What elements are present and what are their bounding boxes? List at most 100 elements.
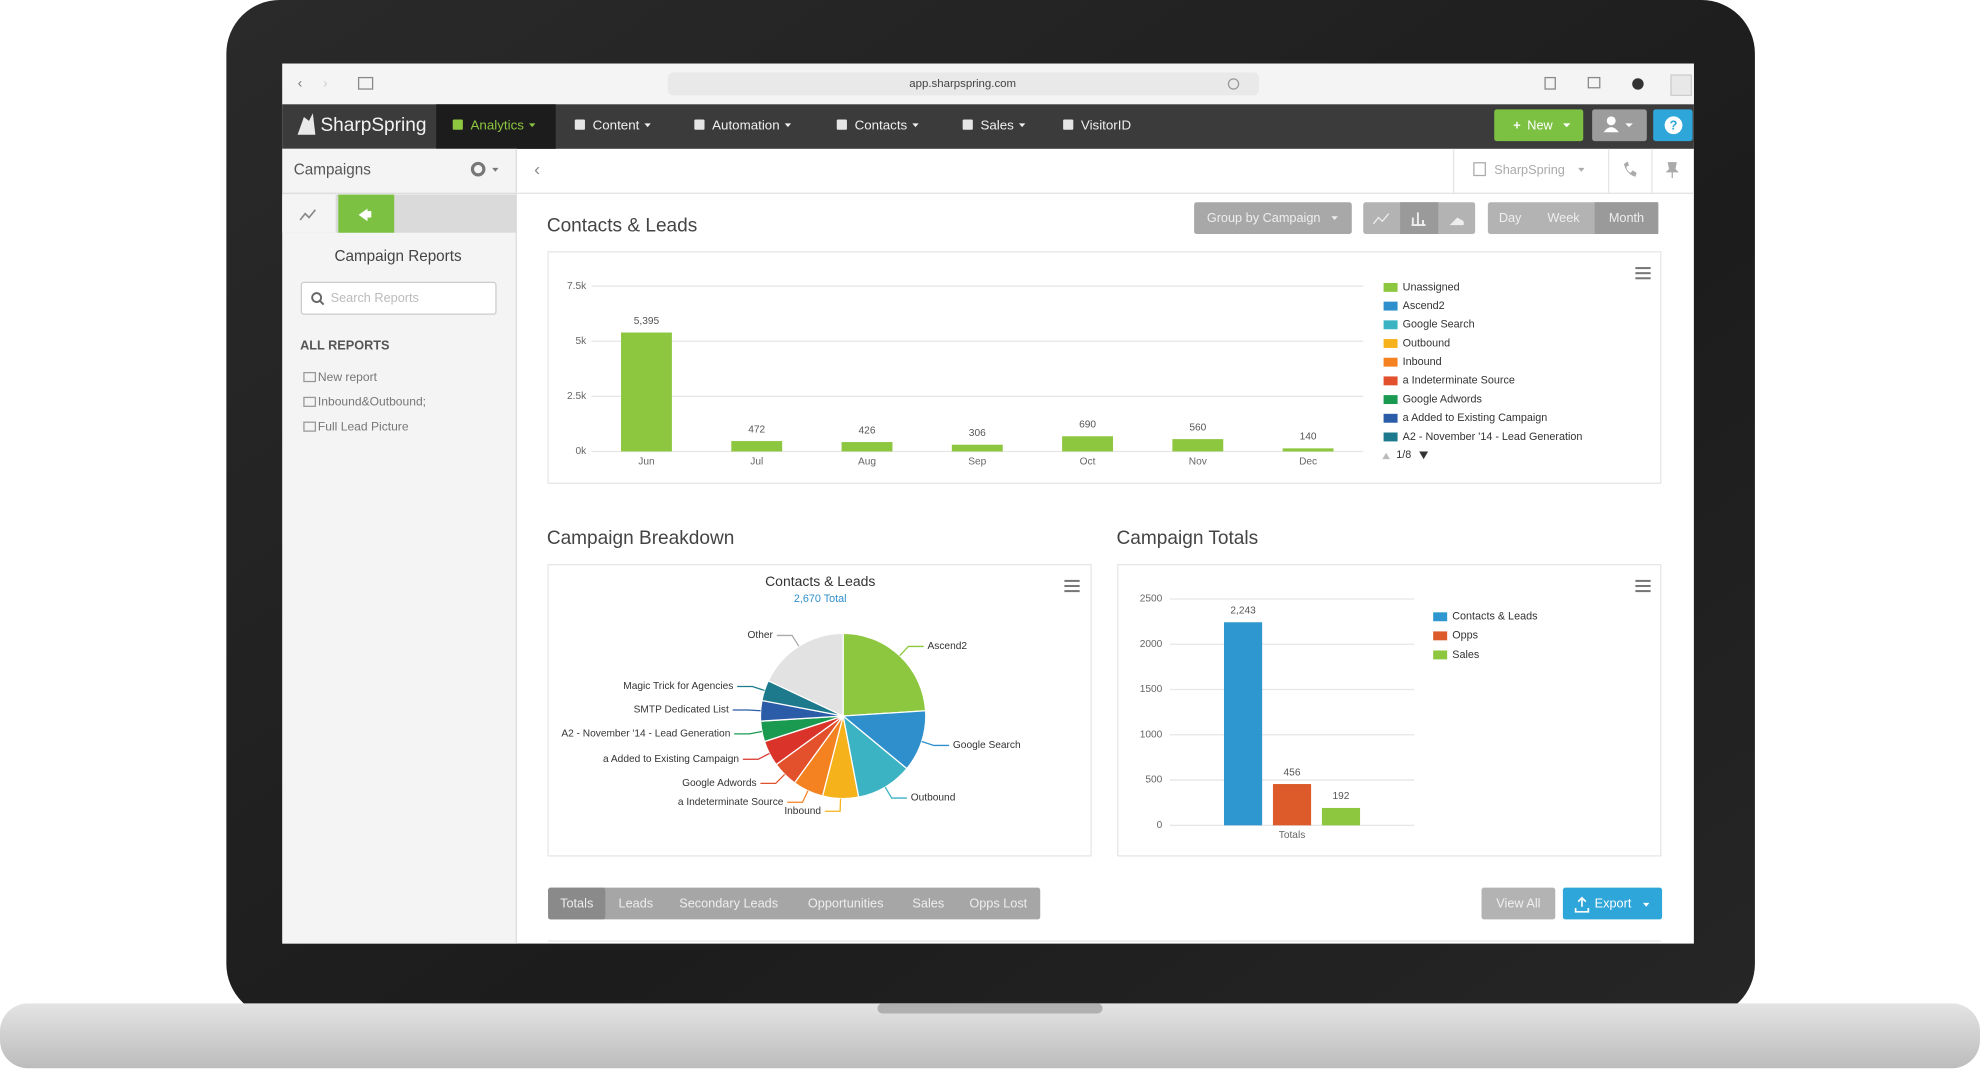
- legend-entry[interactable]: Google Adwords: [1403, 393, 1483, 405]
- address-field[interactable]: [667, 72, 1259, 96]
- legend-swatch: [1433, 650, 1448, 660]
- leader-line: [734, 730, 763, 735]
- nav-item[interactable]: Contacts: [855, 117, 908, 132]
- menu-icon[interactable]: [1635, 267, 1651, 270]
- report-tab[interactable]: Opportunities: [808, 896, 884, 911]
- legend-entry[interactable]: Inbound: [1403, 356, 1442, 368]
- report-link[interactable]: Full Lead Picture: [318, 419, 409, 433]
- leader-line: [899, 645, 924, 657]
- nav-item[interactable]: Analytics: [471, 117, 525, 132]
- x-tick-label: Oct: [1080, 456, 1096, 467]
- y-tick-label: 1500: [1140, 684, 1163, 695]
- collapse-button[interactable]: ‹: [534, 159, 540, 179]
- legend-entry[interactable]: a Indeterminate Source: [1403, 375, 1515, 387]
- caret: [644, 123, 651, 128]
- legend-swatch: [1383, 320, 1398, 330]
- report-tab[interactable]: Totals: [560, 896, 593, 911]
- phone-icon[interactable]: [1623, 161, 1637, 177]
- legend-swatch: [1383, 339, 1398, 348]
- caret: [1018, 123, 1026, 128]
- pie-label: A2 - November '14 - Lead Generation: [561, 729, 730, 740]
- analytics-tab[interactable]: [282, 194, 336, 233]
- account-icon: [1473, 162, 1486, 177]
- new-tab[interactable]: [1670, 74, 1692, 97]
- area-chart-icon[interactable]: [1449, 217, 1464, 226]
- x-tick-label: Jul: [750, 456, 763, 467]
- menu-icon[interactable]: [1064, 590, 1080, 593]
- legend-entry[interactable]: Ascend2: [1403, 300, 1445, 312]
- menu-icon[interactable]: [1635, 277, 1651, 280]
- period-button[interactable]: Day: [1499, 210, 1522, 225]
- nav-item[interactable]: VisitorID: [1081, 117, 1131, 132]
- section-heading: ALL REPORTS: [300, 337, 389, 352]
- pager-down[interactable]: [1419, 451, 1429, 460]
- user-button[interactable]: [1592, 109, 1647, 142]
- pin-icon[interactable]: [1665, 162, 1679, 179]
- report-tab[interactable]: Sales: [912, 896, 944, 911]
- chart-type-active[interactable]: [1400, 202, 1439, 235]
- pager-up[interactable]: [1382, 452, 1390, 460]
- legend-entry[interactable]: Outbound: [1403, 337, 1450, 349]
- settings-icon[interactable]: [470, 161, 486, 177]
- menu-icon[interactable]: [1635, 590, 1651, 593]
- period-button[interactable]: Week: [1547, 210, 1580, 225]
- sidebar-toggle[interactable]: [357, 76, 374, 90]
- legend-entry[interactable]: Sales: [1452, 649, 1480, 661]
- forward-button[interactable]: ›: [323, 75, 328, 91]
- report-tab[interactable]: Opps Lost: [969, 896, 1027, 911]
- tab-active-bg: [548, 887, 606, 920]
- menu-icon[interactable]: [1064, 579, 1080, 582]
- legend-entry[interactable]: Unassigned: [1403, 281, 1460, 293]
- view-all-button[interactable]: [1481, 887, 1556, 920]
- brand[interactable]: SharpSpring: [320, 115, 426, 136]
- caret: [529, 123, 536, 128]
- x-tick-label: Dec: [1299, 456, 1317, 467]
- search-box[interactable]: [300, 281, 497, 315]
- tabs-icon[interactable]: [1587, 76, 1601, 89]
- nav-item[interactable]: Sales: [980, 117, 1014, 132]
- back-button[interactable]: ‹: [298, 75, 303, 91]
- pie-slice: [842, 632, 927, 717]
- legend-entry[interactable]: Opps: [1452, 630, 1478, 642]
- caret: [1578, 167, 1585, 172]
- bar: [1223, 622, 1263, 826]
- new-button[interactable]: [1494, 109, 1584, 142]
- reload-icon[interactable]: [1227, 78, 1240, 90]
- legend-entry[interactable]: a Added to Existing Campaign: [1403, 412, 1548, 424]
- menu-icon[interactable]: [1635, 584, 1651, 588]
- period-button[interactable]: Month: [1609, 210, 1644, 225]
- legend-entry[interactable]: Contacts & Leads: [1452, 611, 1538, 623]
- export-icon: [1574, 896, 1590, 913]
- download-icon[interactable]: [1632, 78, 1644, 90]
- menu-icon[interactable]: [1635, 272, 1651, 275]
- group-by-button[interactable]: [1194, 202, 1352, 235]
- menu-icon[interactable]: [1635, 579, 1651, 582]
- pie-slice: [767, 632, 844, 717]
- new-label: New: [1527, 117, 1553, 132]
- menu-icon[interactable]: [1064, 584, 1080, 588]
- bar: [731, 441, 783, 452]
- account-name[interactable]: SharpSpring: [1494, 162, 1565, 177]
- share-icon[interactable]: [1544, 76, 1556, 90]
- report-link[interactable]: Inbound&Outbound;: [318, 395, 426, 409]
- user-icon: [1606, 116, 1616, 126]
- y-tick-label: 7.5k: [567, 281, 587, 292]
- report-link[interactable]: New report: [318, 370, 378, 384]
- leader-line: [824, 798, 842, 812]
- report-tab[interactable]: Secondary Leads: [679, 896, 778, 911]
- caret: [492, 167, 499, 172]
- export-label: Export: [1595, 896, 1632, 911]
- leader-line: [742, 752, 770, 760]
- line-chart-icon[interactable]: [1372, 213, 1390, 225]
- pie-slice: [841, 710, 927, 770]
- legend-entry[interactable]: Google Search: [1403, 319, 1475, 331]
- brand-logo: [297, 113, 316, 135]
- nav-icon: [694, 119, 705, 130]
- nav-item[interactable]: Content: [593, 117, 640, 132]
- report-icon: [303, 371, 317, 383]
- legend-entry[interactable]: A2 - November '14 - Lead Generation: [1403, 431, 1583, 443]
- search-placeholder: Search Reports: [331, 290, 419, 305]
- y-tick-label: 500: [1145, 775, 1162, 786]
- report-tab[interactable]: Leads: [619, 896, 654, 911]
- nav-item[interactable]: Automation: [712, 117, 780, 132]
